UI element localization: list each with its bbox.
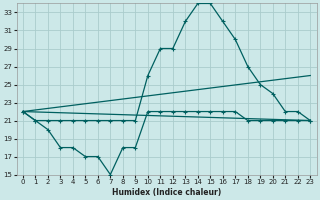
X-axis label: Humidex (Indice chaleur): Humidex (Indice chaleur)	[112, 188, 221, 197]
